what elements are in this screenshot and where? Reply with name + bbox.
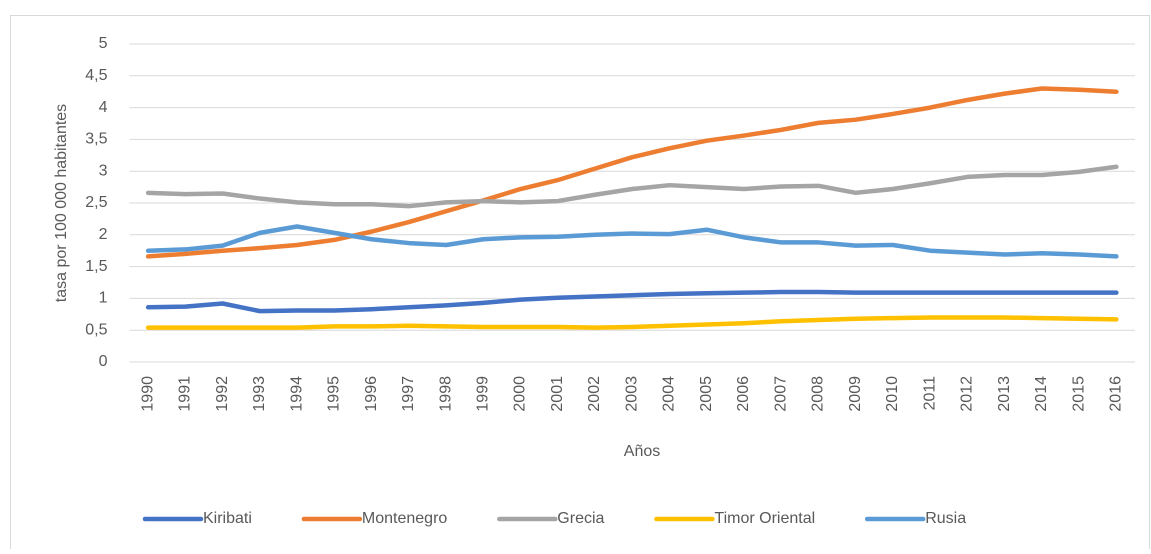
y-tick-label: 1,5 [85, 258, 107, 275]
series-line [145, 224, 1119, 259]
x-tick-label: 2005 [698, 376, 715, 412]
legend-label: Grecia [557, 510, 604, 527]
x-tick-label: 2015 [1070, 376, 1087, 412]
x-tick-label: 1994 [288, 376, 305, 412]
x-tick-label: 2009 [847, 376, 864, 412]
x-tick-label: 2006 [735, 376, 752, 412]
series-line [145, 86, 1119, 259]
y-tick-label: 3 [99, 162, 108, 179]
y-tick-label: 0 [99, 353, 108, 370]
y-tick-label: 1 [99, 290, 108, 307]
x-tick-label: 2000 [512, 376, 529, 412]
legend-label: Timor Oriental [714, 510, 815, 527]
x-tick-label: 2010 [884, 376, 901, 412]
y-axis-title: tasa por 100 000 habitantes [53, 104, 70, 302]
chart-frame [10, 15, 1150, 554]
x-axis-title: Años [624, 443, 660, 460]
legend-label: Rusia [925, 510, 966, 527]
y-tick-label: 2,5 [85, 194, 107, 211]
y-tick-label: 4,5 [85, 67, 107, 84]
x-tick-label: 1992 [214, 376, 231, 412]
x-tick-label: 1990 [139, 376, 156, 412]
x-tick-label: 2004 [661, 376, 678, 412]
x-tick-label: 1996 [363, 376, 380, 412]
x-tick-label: 1999 [475, 376, 492, 412]
x-tick-label: 2011 [921, 376, 938, 411]
x-tick-label: 2014 [1033, 376, 1050, 412]
x-tick-label: 2016 [1108, 376, 1125, 412]
y-tick-label: 3,5 [85, 131, 107, 148]
y-tick-label: 5 [99, 35, 108, 52]
legend-label: Montenegro [362, 510, 447, 527]
x-tick-label: 2007 [772, 376, 789, 412]
legend-label: Kiribati [203, 510, 252, 527]
x-tick-label: 1993 [251, 376, 268, 412]
x-tick-label: 2012 [959, 376, 976, 412]
y-tick-label: 4 [99, 99, 108, 116]
series-line [145, 289, 1119, 314]
series-line [145, 164, 1119, 209]
x-tick-label: 1995 [326, 376, 343, 412]
x-tick-label: 1991 [177, 376, 194, 412]
x-tick-label: 2001 [549, 376, 566, 412]
x-tick-label: 1998 [437, 376, 454, 412]
x-tick-label: 1997 [400, 376, 417, 412]
x-tick-label: 2003 [623, 376, 640, 412]
x-tick-label: 2008 [810, 376, 827, 412]
y-tick-label: 0,5 [85, 321, 107, 338]
y-tick-label: 2 [99, 226, 108, 243]
series-line [145, 315, 1119, 330]
x-tick-label: 2002 [586, 376, 603, 412]
x-tick-label: 2013 [996, 376, 1013, 412]
